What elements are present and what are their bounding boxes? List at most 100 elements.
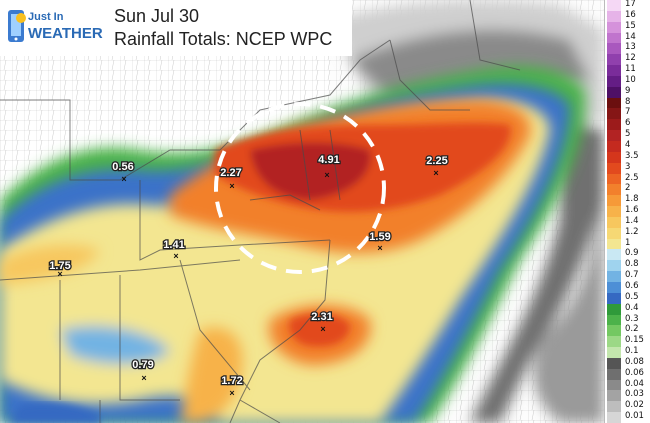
legend-label: 8 bbox=[625, 96, 631, 107]
legend-item: 11 bbox=[605, 64, 650, 76]
legend-item: 7 bbox=[605, 107, 650, 120]
legend-swatch bbox=[607, 173, 621, 185]
legend-label: 0.1 bbox=[625, 346, 639, 357]
point-ohio: 0.56× bbox=[111, 160, 135, 184]
point-value-label: 4.91 bbox=[318, 154, 339, 166]
map-date: Sun Jul 30 bbox=[114, 6, 200, 26]
legend-swatch bbox=[607, 184, 621, 196]
point-marker-x: × bbox=[141, 373, 146, 383]
legend-item: 0.02 bbox=[605, 400, 650, 413]
legend-swatch bbox=[607, 119, 621, 131]
point-marker-x: × bbox=[57, 269, 62, 279]
legend-label: 0.03 bbox=[625, 389, 644, 400]
point-marker-x: × bbox=[433, 168, 438, 178]
legend-item: 1.4 bbox=[605, 216, 650, 228]
point-nc-coast: 1.59× bbox=[368, 230, 392, 253]
legend-label: 9 bbox=[625, 85, 631, 96]
legend-label: 0.15 bbox=[625, 335, 644, 346]
legend-item: 0.03 bbox=[605, 389, 650, 402]
point-marker-x: × bbox=[229, 388, 234, 398]
legend-label: 2 bbox=[625, 183, 631, 194]
legend-swatch bbox=[607, 0, 621, 11]
legend-item: 0.04 bbox=[605, 378, 650, 391]
legend-swatch bbox=[607, 162, 621, 174]
legend-label: 0.8 bbox=[625, 259, 639, 270]
legend-label: 13 bbox=[625, 42, 636, 53]
legend-label: 12 bbox=[625, 53, 636, 64]
legend-item: 2 bbox=[605, 183, 650, 196]
point-offshore-ne: 2.25× bbox=[425, 154, 449, 178]
point-georgia: 0.79 × bbox=[131, 358, 155, 383]
legend-item: 0.5 bbox=[605, 292, 650, 304]
legend-item: 3 bbox=[605, 162, 650, 174]
legend-item: 0.01 bbox=[605, 411, 650, 423]
legend-swatch bbox=[607, 282, 621, 293]
legend-swatch bbox=[607, 108, 621, 120]
legend-item: 1.6 bbox=[605, 205, 650, 217]
legend-label: 10 bbox=[625, 74, 636, 85]
legend-swatch bbox=[607, 65, 621, 76]
legend-label: 16 bbox=[625, 9, 636, 20]
highlight-circle bbox=[214, 102, 386, 274]
precip-florida-layer bbox=[10, 403, 100, 423]
legend-item: 0.06 bbox=[605, 367, 650, 380]
legend-label: 5 bbox=[625, 129, 631, 140]
point-marker-x: × bbox=[229, 181, 234, 191]
logo-text-line2: WEATHER bbox=[28, 25, 103, 42]
point-value-label: 1.41 bbox=[163, 239, 184, 251]
legend-label: 0.02 bbox=[625, 400, 644, 411]
legend-item: 4 bbox=[605, 140, 650, 152]
legend-item: 0.15 bbox=[605, 335, 650, 348]
legend-item: 0.6 bbox=[605, 281, 650, 293]
point-value-label: 1.75 bbox=[49, 260, 70, 272]
state-borders bbox=[0, 0, 521, 423]
legend-swatch bbox=[607, 390, 621, 402]
legend-item: 0.1 bbox=[605, 346, 650, 358]
legend-label: 15 bbox=[625, 20, 636, 31]
legend-swatch bbox=[607, 314, 621, 326]
legend-label: 0.01 bbox=[625, 411, 644, 422]
point-value-label: 2.25 bbox=[426, 155, 447, 167]
legend-swatch bbox=[607, 347, 621, 358]
legend-item: 12 bbox=[605, 53, 650, 66]
rainfall-legend: 17 16 15 14 13 12 11 10 9 8 7 6 5 4 3.5 3 2.5 2 1.8 1.6 1.4 1… bbox=[604, 0, 650, 423]
legend-item: 15 bbox=[605, 20, 650, 33]
legend-item: 0.7 bbox=[605, 270, 650, 282]
logo-text-line1: Just In bbox=[28, 11, 64, 23]
map-product-title: Rainfall Totals: NCEP WPC bbox=[114, 29, 333, 49]
legend-swatch bbox=[607, 86, 621, 98]
header-panel: Just In WEATHER Sun Jul 30 Rainfall Tota… bbox=[0, 0, 352, 56]
point-value-label: 1.72 bbox=[221, 375, 242, 387]
point-marker-x: × bbox=[377, 243, 382, 253]
legend-label: 0.04 bbox=[625, 378, 644, 389]
legend-swatch bbox=[607, 368, 621, 380]
legend-swatch bbox=[607, 32, 621, 44]
legend-item: 0.4 bbox=[605, 303, 650, 315]
legend-swatch bbox=[607, 292, 621, 304]
legend-swatch bbox=[607, 195, 621, 207]
legend-item: 8 bbox=[605, 96, 650, 109]
legend-swatch bbox=[607, 54, 621, 66]
legend-item: 0.8 bbox=[605, 259, 650, 272]
point-marker-x: × bbox=[320, 324, 325, 334]
just-in-weather-logo: Just In WEATHER bbox=[8, 10, 103, 42]
legend-item: 17 bbox=[605, 0, 650, 11]
point-marker-x: × bbox=[324, 170, 329, 180]
legend-label: 17 bbox=[625, 0, 636, 9]
point-marker-x: × bbox=[121, 174, 126, 184]
legend-label: 6 bbox=[625, 118, 631, 129]
legend-label: 3.5 bbox=[625, 150, 639, 161]
legend-label: 7 bbox=[625, 107, 631, 118]
legend-swatch bbox=[607, 325, 621, 337]
point-florida: 1.72× bbox=[220, 374, 244, 398]
legend-label: 1 bbox=[625, 237, 631, 248]
legend-swatch bbox=[607, 401, 621, 413]
legend-swatch bbox=[607, 21, 621, 33]
legend-label: 0.6 bbox=[625, 281, 639, 291]
legend-label: 2.5 bbox=[625, 172, 639, 183]
legend-label: 0.3 bbox=[625, 313, 639, 324]
legend-swatch bbox=[607, 412, 621, 423]
legend-item: 1.8 bbox=[605, 194, 650, 207]
legend-label: 0.06 bbox=[625, 367, 644, 378]
